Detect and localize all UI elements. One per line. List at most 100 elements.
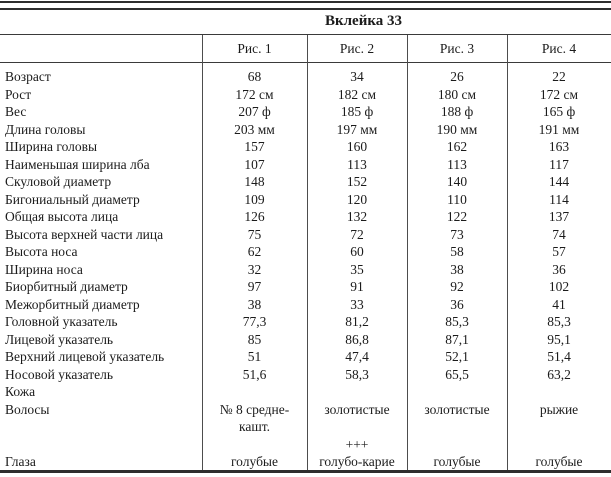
cell-value: 137 <box>548 209 570 224</box>
cell-value: 87,1 <box>445 331 469 347</box>
divider-under-header <box>0 62 611 63</box>
row-label: Носовой указатель <box>5 366 114 382</box>
row-label: Глаза <box>5 454 36 469</box>
table-row: Ширина носа 32 35 38 36 <box>0 261 611 279</box>
row-label: Наименьшая ширина лба <box>5 156 150 172</box>
row-label: Высота носа <box>5 244 78 259</box>
cell-value: 191 мм <box>538 121 580 137</box>
cell-value: 107 <box>244 156 265 172</box>
cell-value: рыжие <box>539 401 579 417</box>
table-row: Волосы № 8 средне-золотистые золотистые рыж… <box>0 401 611 419</box>
cell-value <box>407 418 507 436</box>
cell-value: 41 <box>552 296 566 312</box>
cell-value: 62 <box>247 244 262 259</box>
cell-value: голубые <box>535 454 583 469</box>
table-row: Длина головы 203 мм 197 мм 190 мм 191 мм <box>0 121 611 139</box>
cell-value: 110 <box>447 191 467 207</box>
cell-value: 97 <box>247 279 262 294</box>
table-row: Головной указатель 77,3 81,2 85,3 85,3 <box>0 313 611 331</box>
row-label <box>0 418 202 436</box>
cell-value: 162 <box>446 139 468 154</box>
row-label: Рост <box>5 86 32 102</box>
table-row: Высота верхней части лица 75 72 73 74 <box>0 226 611 244</box>
cell-value: 58,3 <box>345 366 369 382</box>
cell-value: 34 <box>350 69 364 84</box>
cell-value: 85 <box>247 331 262 347</box>
cell-value: 51 <box>247 349 262 364</box>
cell-value: 85,3 <box>547 314 571 329</box>
row-label: Головной указатель <box>5 314 118 329</box>
column-header-fig4: Рис. 4 <box>541 41 577 56</box>
cell-value: 144 <box>548 174 570 189</box>
cell-value: 172 см <box>539 86 579 102</box>
cell-value: 109 <box>244 191 265 207</box>
cell-value: 51,6 <box>242 366 267 382</box>
row-label: Возраст <box>5 69 51 84</box>
row-label: Биорбитный диаметр <box>5 279 128 294</box>
cell-value: 160 <box>346 139 368 154</box>
column-header-fig2: Рис. 2 <box>339 41 375 56</box>
cell-value: 51,4 <box>547 349 571 364</box>
row-label: Межорбитный диаметр <box>5 296 140 312</box>
cell-value: 207 ф <box>238 104 271 119</box>
column-divider-1 <box>202 35 203 470</box>
divider-under-title <box>0 34 611 35</box>
cell-value: 140 <box>446 174 468 189</box>
cell-value: 117 <box>549 156 569 172</box>
row-label: Вес <box>5 104 27 119</box>
cell-value: 92 <box>450 279 464 294</box>
cell-value <box>307 418 407 436</box>
row-label: Волосы <box>5 401 50 417</box>
cell-value: 102 <box>548 279 570 294</box>
cell-value: 86,8 <box>345 331 369 347</box>
cell-value: +++ <box>345 436 369 452</box>
row-label: Лицевой указатель <box>5 331 114 347</box>
cell-value: 38 <box>247 296 262 312</box>
cell-value: 126 <box>244 209 265 224</box>
cell-value: 120 <box>346 191 368 207</box>
cell-value: 185 ф <box>340 104 374 119</box>
table-row: Ширина головы 157 160 162 163 <box>0 138 611 156</box>
table-row: Бигониальный диаметр 109 120 110 114 <box>0 191 611 209</box>
cell-value: 172 см <box>235 86 274 102</box>
cell-value: 157 <box>244 139 265 154</box>
bottom-border <box>0 470 611 473</box>
row-label: Кожа <box>5 384 36 399</box>
cell-value <box>307 383 407 401</box>
top-double-border <box>0 1 611 10</box>
cell-value: 74 <box>552 226 566 242</box>
cell-value: 63,2 <box>547 366 571 382</box>
cell-value: 114 <box>549 191 569 207</box>
row-label: Бигониальный диаметр <box>5 191 140 207</box>
row-label: Длина головы <box>5 121 86 137</box>
cell-value: голубо-карие <box>319 454 395 469</box>
column-divider-2 <box>307 35 308 470</box>
cell-value: 77,3 <box>242 314 267 329</box>
cell-value: 113 <box>447 156 467 172</box>
table-row: Наименьшая ширина лба 107 113 113 117 <box>0 156 611 174</box>
cell-value: золотистые <box>424 401 490 417</box>
cell-value: 85,3 <box>445 314 469 329</box>
cell-value: 182 см <box>337 86 377 102</box>
table-row: Скуловой диаметр 148 152 140 144 <box>0 173 611 191</box>
cell-value: 36 <box>552 261 566 277</box>
table-row: Носовой указатель 51,6 58,3 65,5 63,2 <box>0 366 611 384</box>
cell-value: кашт. <box>238 419 270 434</box>
cell-value: 35 <box>350 261 364 277</box>
cell-value: 91 <box>350 279 364 294</box>
row-label: Ширина головы <box>5 139 98 154</box>
cell-value: 73 <box>450 226 464 242</box>
cell-value <box>507 418 611 436</box>
cell-value: 60 <box>350 244 364 259</box>
cell-value <box>407 436 507 454</box>
column-header-fig3: Рис. 3 <box>439 41 475 56</box>
table-row: Вес 207 ф 185 ф 188 ф 165 ф <box>0 103 611 121</box>
table-row: +++ <box>0 436 611 454</box>
cell-value: 38 <box>450 261 464 277</box>
table-title: Вклейка 33 <box>324 13 403 29</box>
table-body: Возраст 68 34 26 22 Рост 172 см 182 см 180 см 172… <box>0 63 611 471</box>
table-row: Кожа <box>0 383 611 401</box>
cell-value <box>507 436 611 454</box>
table-row: Общая высота лица 126 132 122 137 <box>0 208 611 226</box>
